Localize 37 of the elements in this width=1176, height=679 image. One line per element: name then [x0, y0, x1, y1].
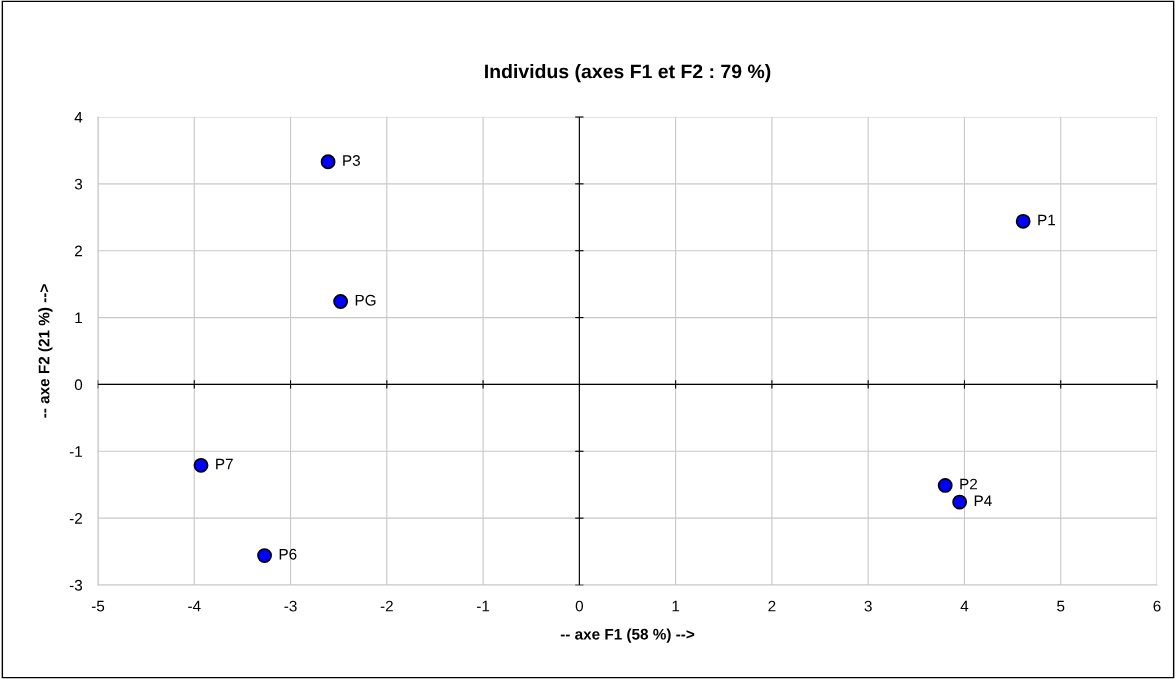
- point: [320, 154, 336, 170]
- x-tick-label: -5: [91, 600, 105, 612]
- y-tick-label: -1: [69, 446, 82, 457]
- annotation: P6: [279, 548, 297, 560]
- x-tick-label: 2: [768, 600, 776, 612]
- y-tick-label: 1: [75, 312, 82, 324]
- x-tick-label: -1: [476, 600, 490, 612]
- y-axis-title: -- axe F2 (21 %) -->: [38, 284, 53, 418]
- point: [952, 494, 968, 510]
- point: [333, 294, 349, 309]
- annotation: P1: [1038, 214, 1056, 226]
- y-tick-label: 4: [74, 112, 83, 123]
- y-tick-label: 0: [74, 379, 83, 391]
- point: [193, 457, 209, 473]
- x-tick-label: 3: [864, 600, 872, 612]
- y-tick-label: 3: [74, 178, 83, 190]
- annotation: PG: [355, 294, 376, 306]
- point: [257, 548, 272, 564]
- x-tick-label: 4: [960, 600, 969, 612]
- annotation: P4: [974, 495, 992, 507]
- x-tick-label: 6: [1153, 600, 1161, 612]
- x-tick-label: 1: [672, 600, 680, 612]
- x-axis-title: -- axe F1 (58 %) -->: [560, 628, 695, 643]
- y-tick-label: 2: [75, 245, 82, 257]
- x-tick-label: 5: [1057, 600, 1065, 612]
- y-tick-label: -3: [69, 579, 83, 591]
- annotation: P3: [343, 155, 360, 166]
- x-tick-label: -2: [380, 600, 393, 612]
- y-tick-label: -2: [69, 513, 82, 524]
- x-tick-label: 0: [575, 600, 584, 612]
- annotation: P7: [216, 458, 233, 470]
- x-tick-label: -4: [188, 600, 201, 612]
- annotation: P2: [960, 478, 978, 490]
- point: [937, 477, 953, 493]
- chart-title: Individus (axes F1 et F2 : 79 %): [485, 64, 771, 83]
- x-tick-label: -3: [284, 600, 297, 612]
- point: [1015, 213, 1031, 229]
